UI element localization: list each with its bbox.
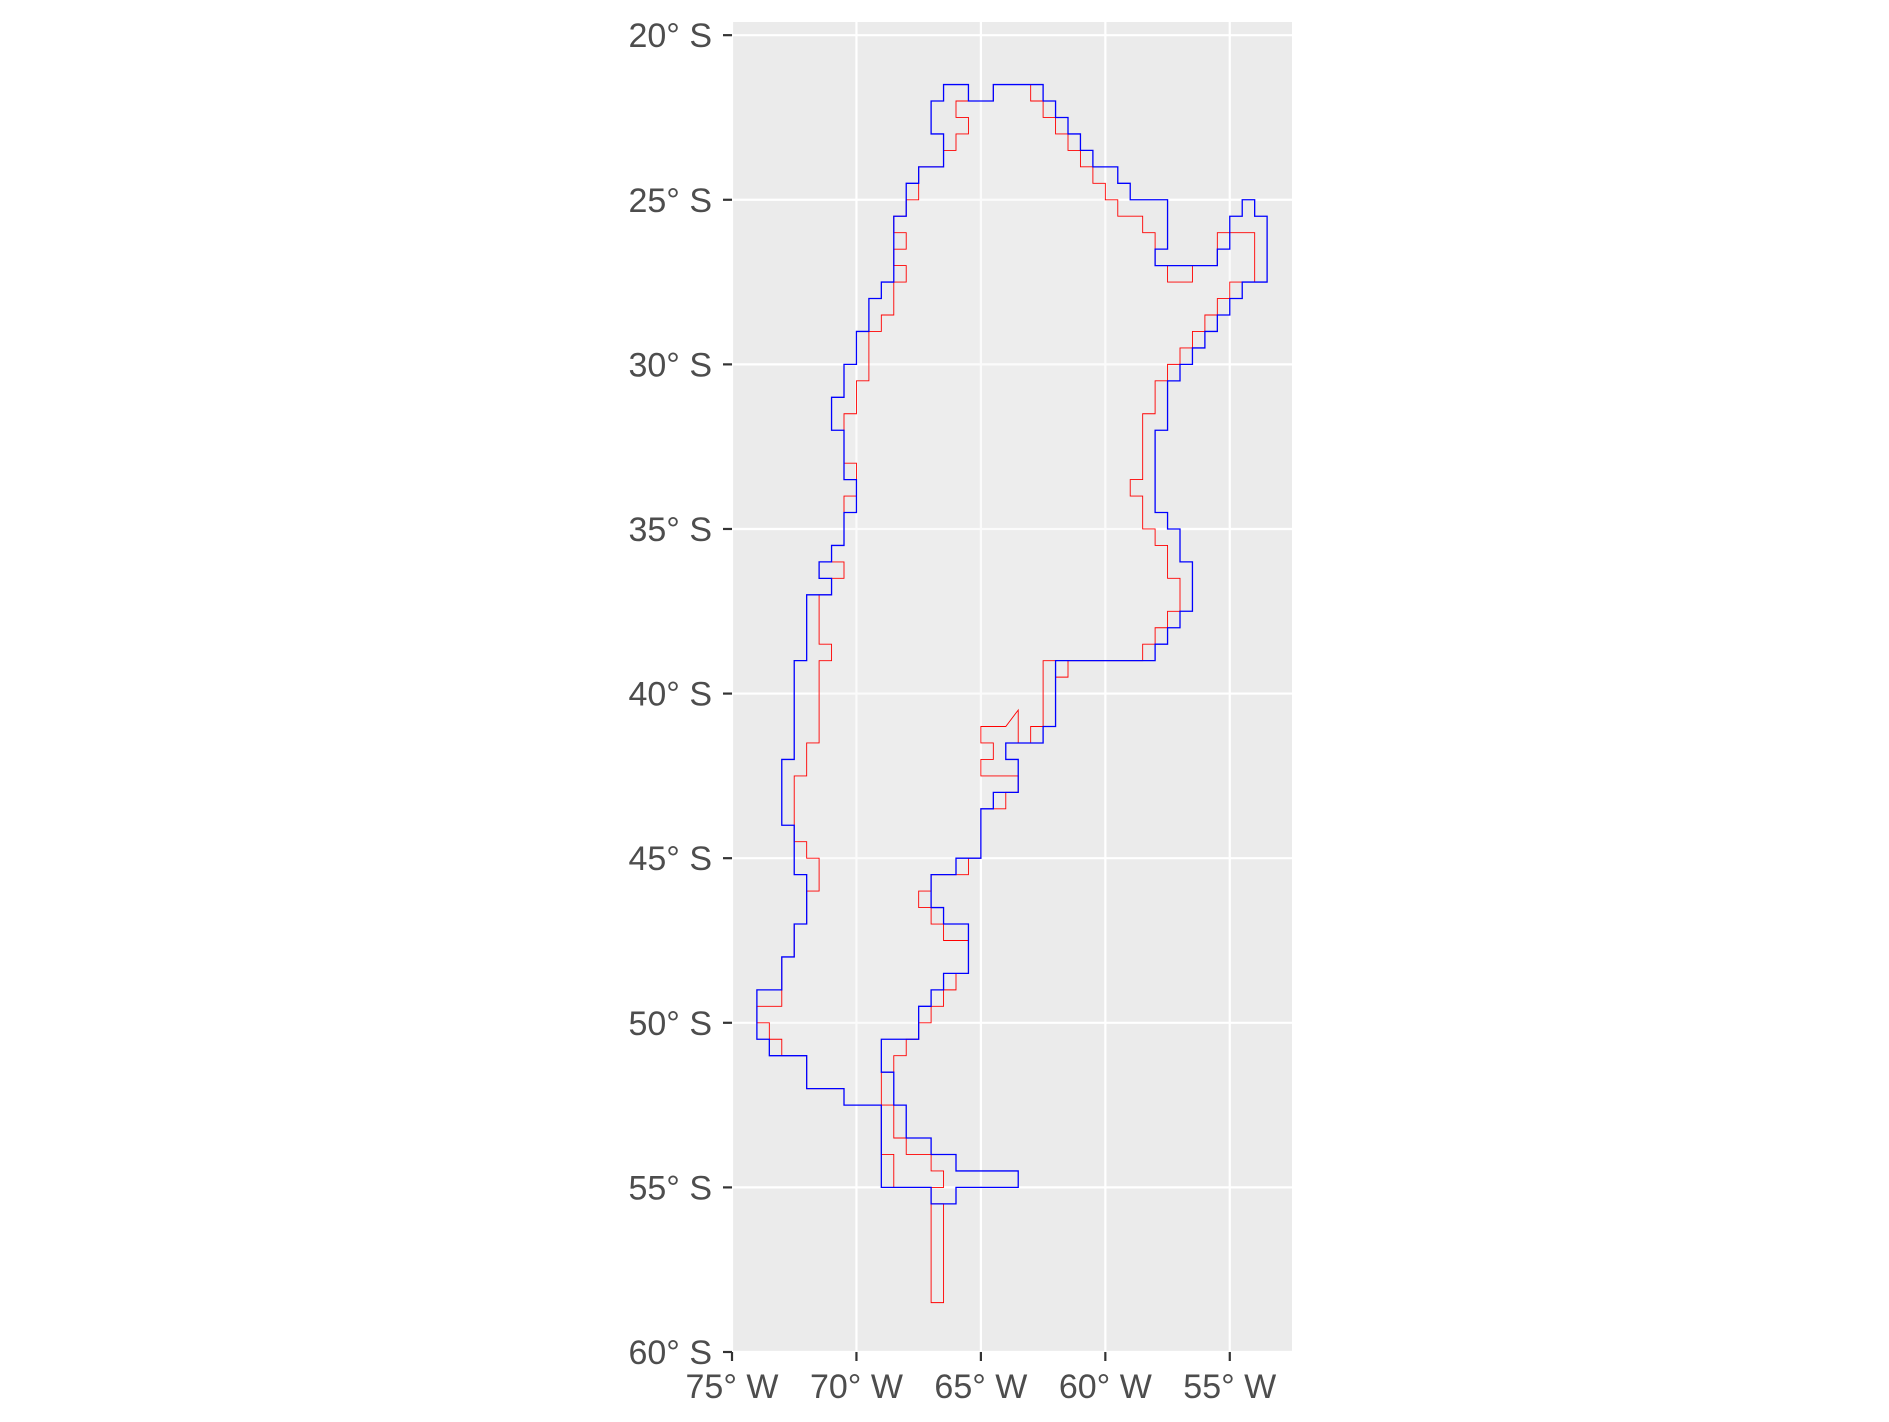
y-tick-label-5: 45° S bbox=[628, 840, 712, 878]
blue-outline-ring-0 bbox=[756, 83, 1268, 1205]
x-tick-label-2: 65° W bbox=[934, 1368, 1027, 1406]
y-axis: 20° S 25° S 30° S 35° S 40° S 45° S 50° S 55° S… bbox=[628, 17, 732, 1372]
x-tick-label-3: 60° W bbox=[1059, 1368, 1152, 1406]
gridlines bbox=[730, 22, 1292, 1354]
y-tick-label-0: 20° S bbox=[628, 17, 712, 55]
outline-layers bbox=[756, 83, 1268, 1304]
y-tick-label-7: 55° S bbox=[628, 1169, 712, 1207]
y-tick-label-6: 50° S bbox=[628, 1005, 712, 1043]
y-tick-label-3: 35° S bbox=[628, 511, 712, 549]
x-tick-label-1: 70° W bbox=[810, 1368, 903, 1406]
x-axis: 75° W 70° W 65° W 60° W 55° W bbox=[686, 1352, 1276, 1406]
x-tick-label-4: 55° W bbox=[1183, 1368, 1276, 1406]
y-tick-label-1: 25° S bbox=[628, 182, 712, 220]
y-tick-label-8: 60° S bbox=[628, 1334, 712, 1372]
y-tick-label-4: 40° S bbox=[628, 676, 712, 714]
map-panel bbox=[732, 22, 1292, 1352]
y-tick-label-2: 30° S bbox=[628, 346, 712, 384]
x-tick-label-0: 75° W bbox=[686, 1368, 779, 1406]
